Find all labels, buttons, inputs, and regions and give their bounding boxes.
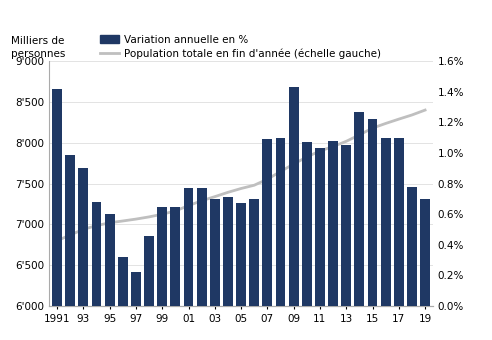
Bar	[354, 112, 364, 306]
Bar	[341, 146, 351, 306]
Bar	[118, 257, 128, 306]
Legend: Variation annuelle en %, Population totale en fin d'année (échelle gauche): Variation annuelle en %, Population tota…	[100, 35, 381, 59]
Bar	[157, 207, 167, 306]
Bar	[197, 188, 207, 306]
Bar	[276, 138, 285, 306]
Bar	[223, 197, 233, 306]
Bar	[105, 214, 115, 306]
Bar	[262, 139, 272, 306]
Bar	[131, 272, 141, 306]
Bar	[407, 187, 417, 306]
Bar	[289, 87, 299, 306]
Bar	[368, 119, 377, 306]
Bar	[184, 188, 193, 306]
Bar	[210, 199, 220, 306]
Bar	[170, 207, 180, 306]
Bar	[420, 199, 430, 306]
Bar	[249, 199, 259, 306]
Bar	[65, 154, 75, 306]
Text: Milliers de
personnes: Milliers de personnes	[11, 36, 65, 59]
Bar	[236, 203, 246, 306]
Bar	[394, 138, 404, 306]
Bar	[302, 142, 312, 306]
Bar	[381, 138, 391, 306]
Bar	[144, 236, 154, 306]
Bar	[78, 168, 88, 306]
Bar	[315, 148, 325, 306]
Bar	[52, 89, 62, 306]
Bar	[92, 202, 101, 306]
Bar	[328, 141, 338, 306]
